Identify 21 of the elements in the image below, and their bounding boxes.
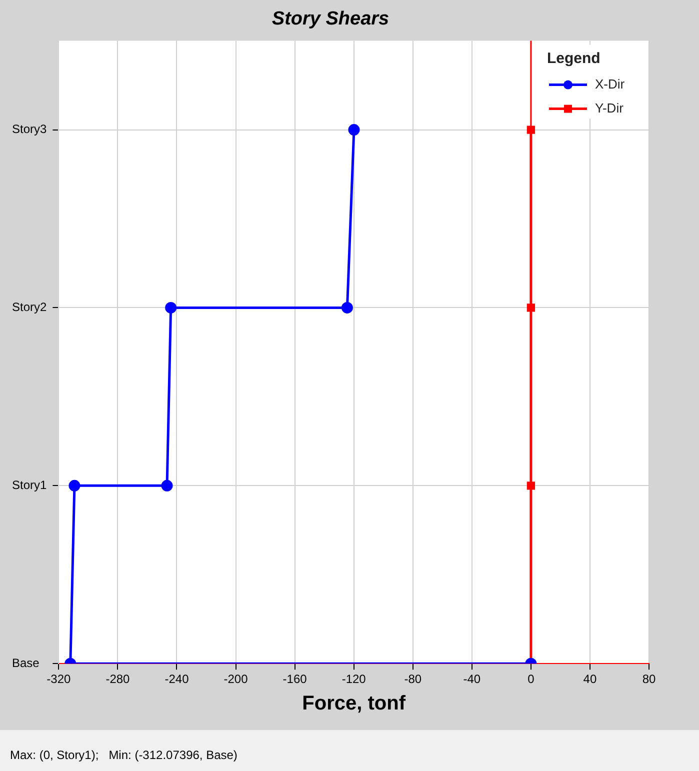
- x-tick-label: -40: [463, 672, 481, 686]
- legend-title: Legend: [547, 50, 600, 67]
- x-tick-label: 0: [528, 672, 535, 686]
- legend-label: X-Dir: [595, 76, 626, 92]
- y-tick-label: Story3: [12, 122, 48, 136]
- y-tick-label: Story2: [12, 300, 48, 314]
- legend-label: Y-Dir: [595, 100, 624, 116]
- x-tick-label: -200: [224, 672, 248, 686]
- x-tick-label: -120: [342, 672, 366, 686]
- x-tick-label: -320: [46, 672, 72, 686]
- text: Max: (0, Story1); Min: (-312.07396, Base): [10, 748, 238, 762]
- x-tick-label: -240: [164, 672, 190, 686]
- chart-title: Story Shears: [272, 8, 390, 30]
- x-tick-label: 80: [642, 672, 656, 686]
- x-tick-label: 40: [583, 672, 597, 686]
- x-tick-label: -280: [106, 672, 130, 686]
- x-tick-label: -160: [282, 672, 308, 686]
- y-tick-label: Base: [12, 656, 40, 670]
- x-axis-title: Force, tonf: [302, 692, 406, 715]
- y-tick-label: Story1: [12, 478, 48, 492]
- x-tick-label: -80: [404, 672, 422, 686]
